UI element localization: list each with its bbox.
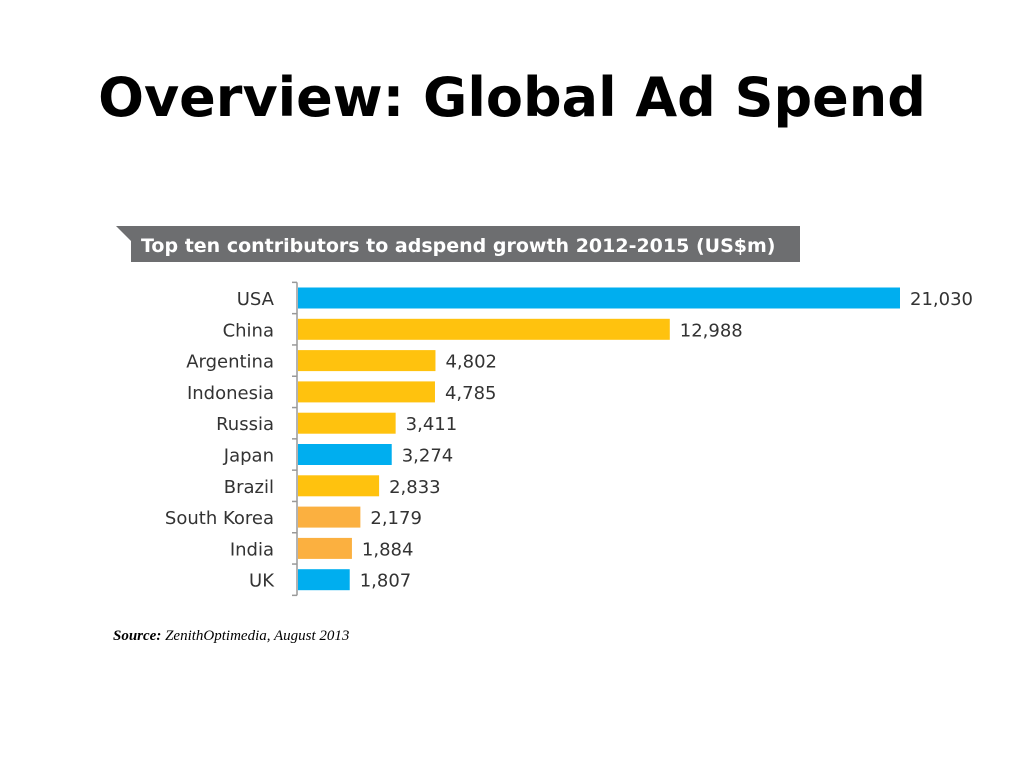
category-label: Brazil — [224, 477, 274, 498]
value-label: 3,411 — [406, 414, 458, 435]
category-label: Russia — [216, 414, 274, 435]
category-label: South Korea — [165, 508, 274, 529]
value-label: 2,833 — [389, 477, 441, 498]
value-label: 21,030 — [910, 289, 973, 310]
value-label: 2,179 — [370, 508, 422, 529]
chart-title-banner: Top ten contributors to adspend growth 2… — [116, 226, 800, 262]
bar-japan — [298, 444, 392, 465]
category-label: India — [230, 539, 274, 560]
value-label: 1,884 — [362, 539, 414, 560]
category-label: Japan — [223, 446, 274, 467]
category-label: Argentina — [186, 352, 274, 373]
bars — [298, 287, 900, 591]
chart-title-banner-shape — [116, 226, 800, 262]
bar-china — [298, 318, 670, 340]
value-label: 12,988 — [680, 320, 743, 341]
bar-india — [298, 537, 352, 559]
y-axis — [292, 281, 298, 597]
bar-indonesia — [298, 381, 435, 403]
value-label: 1,807 — [360, 571, 412, 592]
bar-brazil — [298, 475, 380, 497]
value-label: 4,785 — [445, 383, 497, 404]
bar-uk — [298, 569, 350, 591]
value-label: 3,274 — [402, 446, 454, 467]
category-label: China — [223, 320, 274, 341]
source-note: Source: ZenithOptimedia, August 2013 — [113, 628, 349, 645]
category-label: UK — [249, 571, 275, 592]
value-labels: 21,030 12,988 4,802 4,785 3,411 3,274 2,833 2,1… — [360, 289, 973, 592]
slide-title: Overview: Global Ad Spend — [98, 66, 926, 129]
category-labels: USA China Argentina Indonesia Russia Japan Bra… — [165, 289, 275, 592]
value-label: 4,802 — [445, 352, 497, 373]
category-label: USA — [237, 289, 275, 310]
category-label: Indonesia — [187, 383, 274, 404]
bar-usa — [298, 287, 900, 309]
source-label: Source: — [113, 628, 162, 644]
bar-argentina — [298, 350, 436, 372]
bar-south-korea — [298, 506, 361, 528]
bar-russia — [298, 412, 396, 434]
chart-title: Top ten contributors to adspend growth 2… — [141, 235, 775, 257]
source-text: ZenithOptimedia, August 2013 — [165, 628, 350, 644]
